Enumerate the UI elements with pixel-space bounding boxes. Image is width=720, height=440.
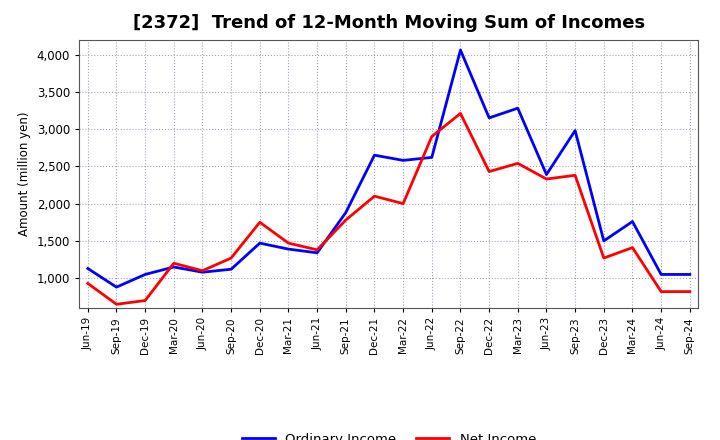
Ordinary Income	[284, 246, 293, 252]
Net Income	[428, 134, 436, 139]
Ordinary Income	[312, 250, 321, 256]
Ordinary Income	[456, 48, 465, 53]
Ordinary Income	[428, 155, 436, 160]
Ordinary Income	[399, 158, 408, 163]
Ordinary Income	[112, 285, 121, 290]
Line: Ordinary Income: Ordinary Income	[88, 50, 690, 287]
Ordinary Income	[341, 210, 350, 215]
Net Income	[485, 169, 493, 174]
Ordinary Income	[198, 270, 207, 275]
Net Income	[657, 289, 665, 294]
Line: Net Income: Net Income	[88, 114, 690, 304]
Net Income	[513, 161, 522, 166]
Net Income	[227, 255, 235, 260]
Ordinary Income	[685, 272, 694, 277]
Ordinary Income	[600, 238, 608, 244]
Ordinary Income	[84, 266, 92, 271]
Net Income	[571, 172, 580, 178]
Title: [2372]  Trend of 12-Month Moving Sum of Incomes: [2372] Trend of 12-Month Moving Sum of I…	[132, 15, 645, 33]
Net Income	[284, 241, 293, 246]
Net Income	[198, 268, 207, 273]
Ordinary Income	[169, 264, 178, 270]
Ordinary Income	[542, 172, 551, 177]
Net Income	[600, 255, 608, 260]
Net Income	[542, 176, 551, 182]
Net Income	[341, 217, 350, 223]
Ordinary Income	[657, 272, 665, 277]
Y-axis label: Amount (million yen): Amount (million yen)	[18, 112, 31, 236]
Ordinary Income	[513, 106, 522, 111]
Net Income	[399, 201, 408, 206]
Ordinary Income	[628, 219, 636, 224]
Ordinary Income	[571, 128, 580, 133]
Net Income	[685, 289, 694, 294]
Net Income	[141, 298, 150, 303]
Net Income	[256, 220, 264, 225]
Ordinary Income	[227, 267, 235, 272]
Net Income	[312, 247, 321, 253]
Ordinary Income	[370, 153, 379, 158]
Net Income	[112, 302, 121, 307]
Ordinary Income	[256, 241, 264, 246]
Legend: Ordinary Income, Net Income: Ordinary Income, Net Income	[236, 427, 541, 440]
Net Income	[370, 194, 379, 199]
Ordinary Income	[485, 115, 493, 121]
Net Income	[628, 245, 636, 250]
Ordinary Income	[141, 272, 150, 277]
Net Income	[456, 111, 465, 116]
Net Income	[169, 260, 178, 266]
Net Income	[84, 281, 92, 286]
